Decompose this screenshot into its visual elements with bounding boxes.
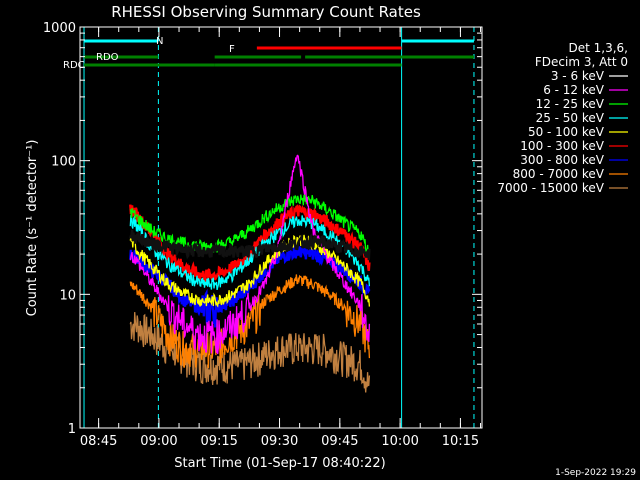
chart-title: RHESSI Observing Summary Count Rates bbox=[111, 3, 421, 21]
legend-entry-4: 50 - 100 keV bbox=[528, 125, 605, 139]
legend-entry-3: 25 - 50 keV bbox=[536, 111, 605, 125]
x-tick-label-1: 09:00 bbox=[140, 434, 177, 449]
plot-area: N F RDO RDC bbox=[63, 27, 475, 428]
y-axis-label: Count Rate (s⁻¹ detector⁻¹) bbox=[25, 140, 40, 317]
series-line-1 bbox=[129, 154, 371, 355]
flag-label-rdo: RDO bbox=[96, 52, 119, 63]
y-tick-label-2: 100 bbox=[51, 155, 76, 170]
x-tick-label-0: 08:45 bbox=[80, 434, 117, 449]
series-line-4 bbox=[129, 234, 371, 308]
flag-label-rdc: RDC bbox=[63, 60, 85, 71]
legend-entry-5: 100 - 300 keV bbox=[520, 139, 604, 153]
series-line-0 bbox=[129, 229, 371, 261]
x-tick-label-2: 09:15 bbox=[200, 434, 237, 449]
legend-entry-2: 12 - 25 keV bbox=[536, 97, 605, 111]
axes-frame bbox=[79, 26, 483, 429]
legend-header-1: FDecim 3, Att 0 bbox=[535, 55, 628, 69]
series-line-3 bbox=[129, 213, 371, 291]
legend-entry-8: 7000 - 15000 keV bbox=[497, 181, 604, 195]
footer-timestamp: 1-Sep-2022 19:29 bbox=[555, 468, 636, 478]
legend-header-0: Det 1,3,6, bbox=[569, 41, 629, 55]
legend-entry-0: 3 - 6 keV bbox=[551, 69, 605, 83]
y-tick-label-1: 10 bbox=[59, 288, 76, 303]
series-line-7 bbox=[129, 274, 371, 369]
x-tick-label-6: 10:15 bbox=[442, 434, 479, 449]
y-tick-label-3: 1000 bbox=[43, 21, 76, 36]
series-line-2 bbox=[129, 192, 371, 257]
axes: 1 10 100 1000 08:45 09:00 09:15 09:30 09:45 10:00… bbox=[43, 21, 483, 449]
x-tick-label-4: 09:45 bbox=[321, 434, 358, 449]
legend-entry-7: 800 - 7000 keV bbox=[513, 167, 605, 181]
x-tick-label-3: 09:30 bbox=[261, 434, 298, 449]
x-axis-label: Start Time (01-Sep-17 08:40:22) bbox=[174, 456, 385, 471]
legend-entry-6: 300 - 800 keV bbox=[520, 153, 604, 167]
x-tick-label-5: 10:00 bbox=[381, 434, 418, 449]
y-tick-label-0: 1 bbox=[68, 422, 76, 437]
flag-label-f: F bbox=[229, 44, 235, 55]
flag-label-n: N bbox=[156, 36, 163, 47]
legend-entry-1: 6 - 12 keV bbox=[543, 83, 605, 97]
